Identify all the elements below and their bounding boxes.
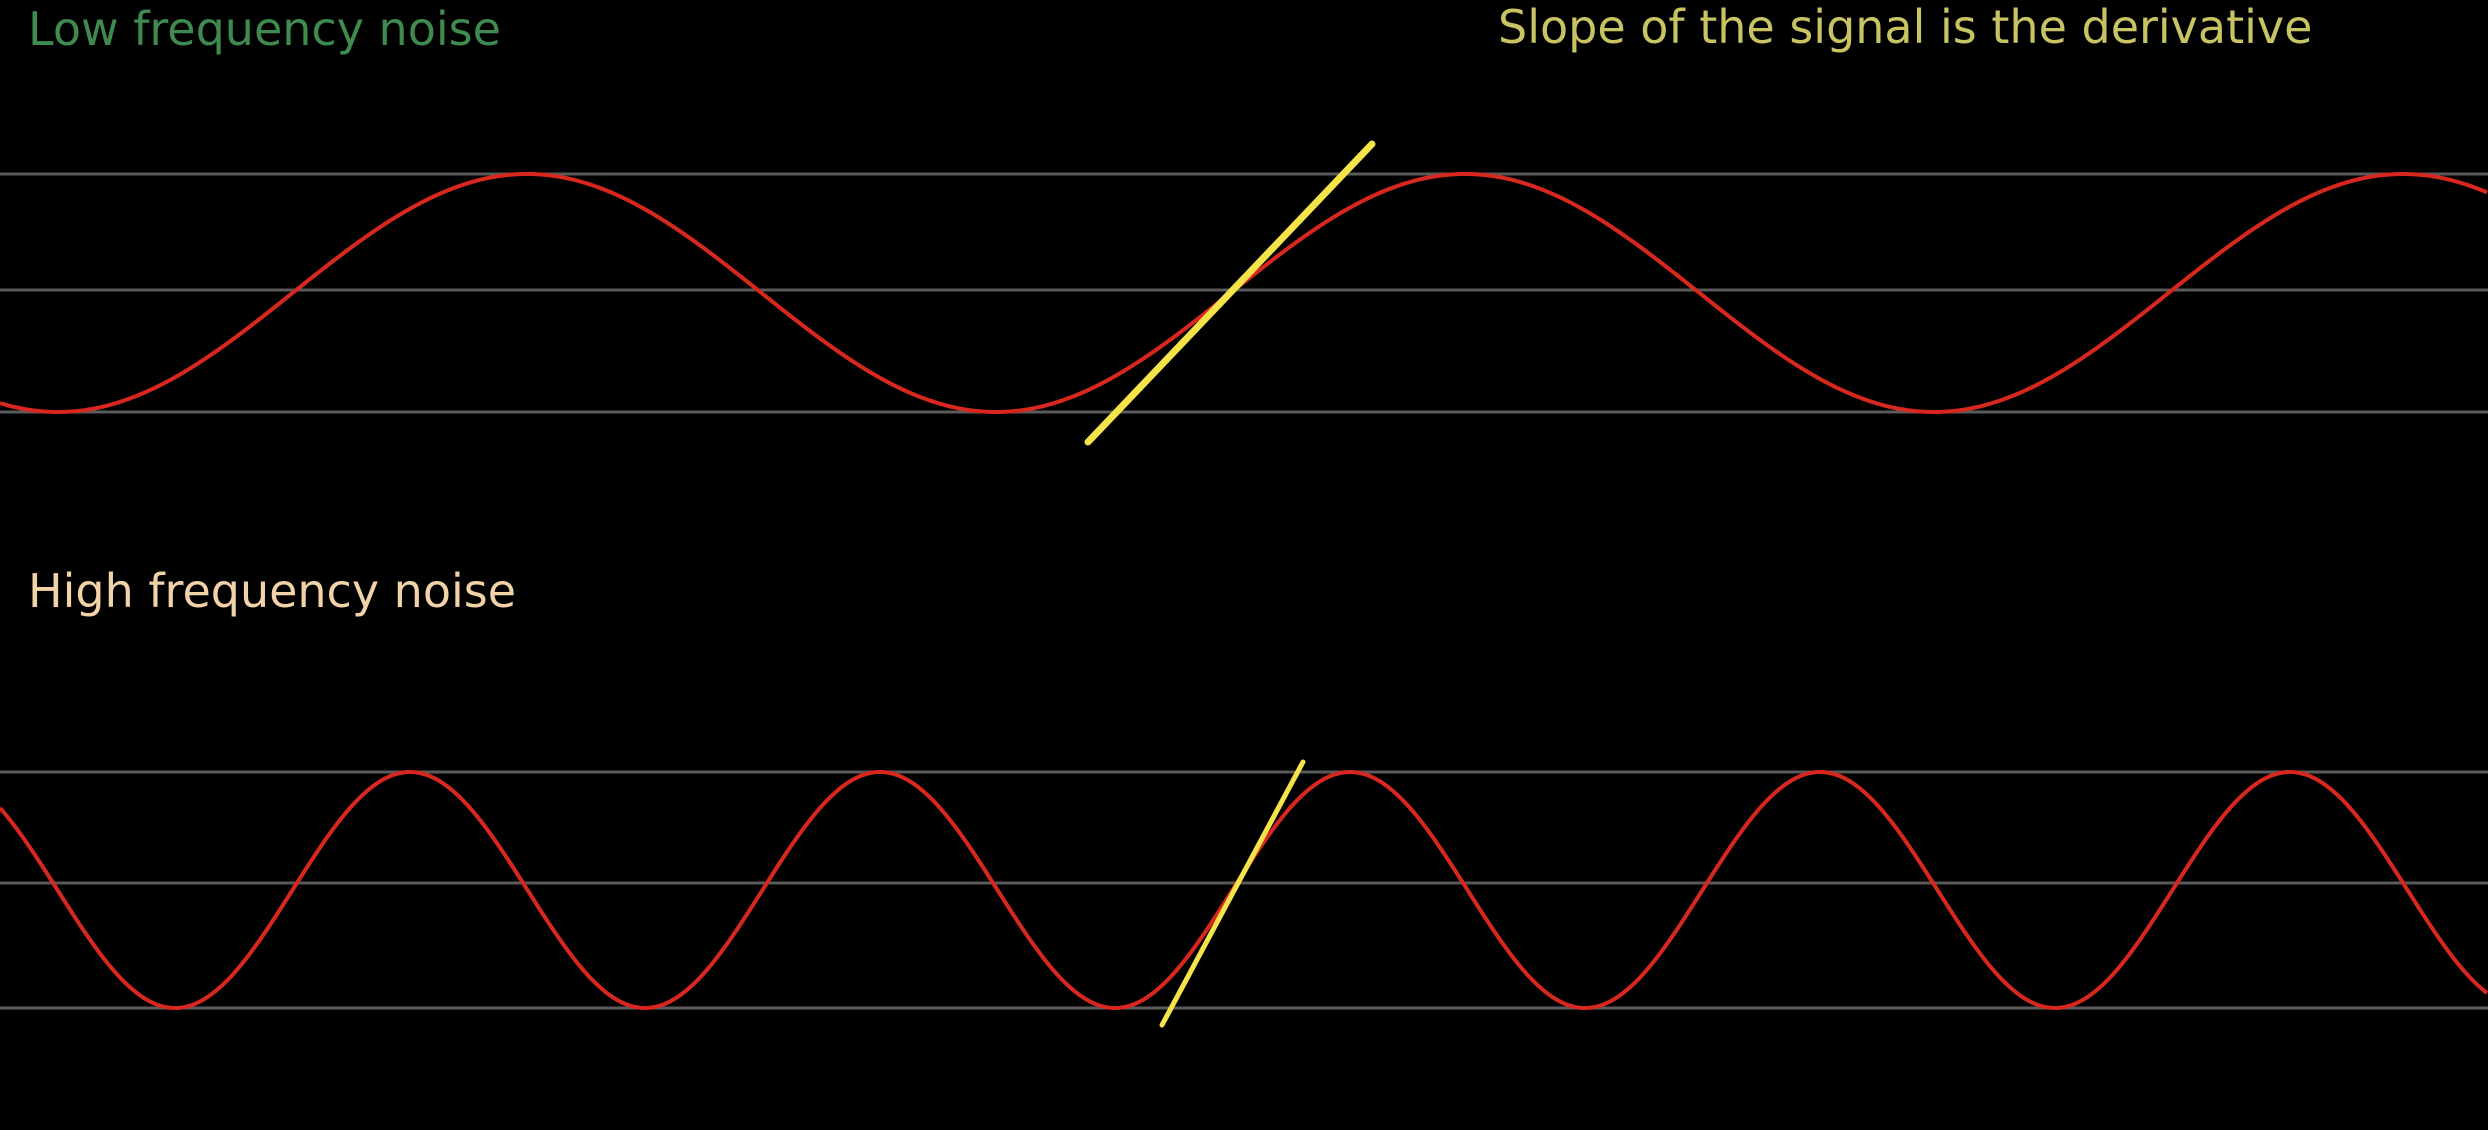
high-frequency-signal: [0, 769, 2488, 1011]
low-frequency-tangent-line: [1084, 140, 1376, 446]
low-frequency-signal: [0, 171, 2488, 415]
slope-annotation: Slope of the signal is the derivative: [1498, 0, 2313, 54]
high-frequency-tangent-line: [1159, 759, 1306, 1028]
high-frequency-label: High frequency noise: [28, 564, 517, 618]
low-frequency-label: Low frequency noise: [28, 2, 501, 56]
